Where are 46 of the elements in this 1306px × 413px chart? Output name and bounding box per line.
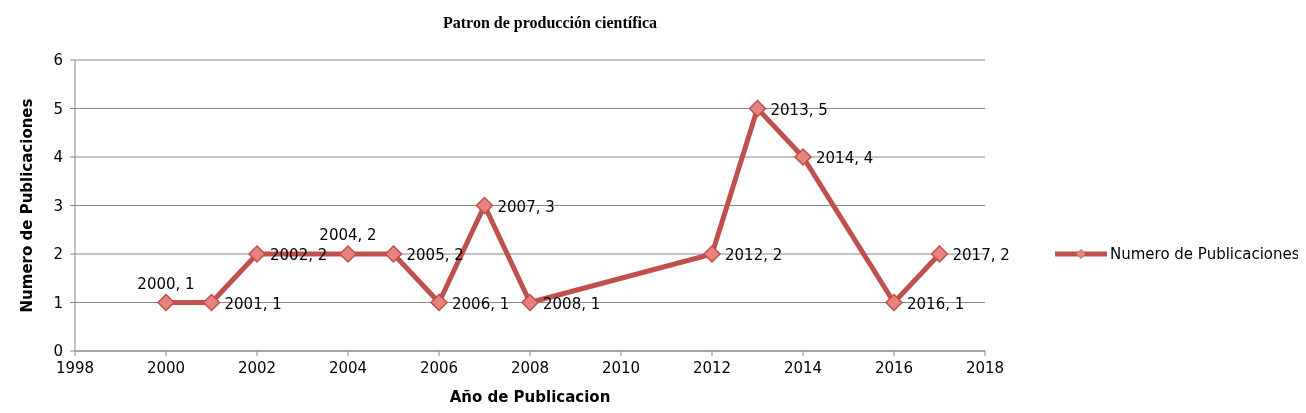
data-label: 2012, 2: [725, 246, 783, 264]
data-label: 2004, 2: [319, 226, 377, 244]
x-tick-label: 2004: [328, 359, 368, 377]
x-tick-label: 2016: [874, 359, 914, 377]
point: [202, 293, 221, 312]
point: [703, 245, 721, 263]
data-label: 2016, 1: [907, 294, 965, 313]
y-tick-label: 6: [53, 51, 63, 69]
point: [339, 245, 357, 263]
data-label: 2001, 1: [224, 294, 282, 313]
x-tick-label: 2006: [419, 359, 459, 377]
legend-label: Numero de Publicaciones: [1110, 245, 1300, 263]
data-label: 2007, 3: [497, 197, 555, 216]
point: [521, 293, 539, 312]
data-label: 2000, 1: [137, 274, 195, 293]
point: [885, 293, 903, 312]
data-label: 2006, 1: [452, 294, 510, 313]
point: [248, 245, 266, 263]
point: [930, 245, 949, 263]
data-label: 2017, 2: [952, 246, 1010, 264]
x-tick-label: 2008: [510, 359, 550, 377]
point: [794, 148, 812, 166]
x-tick-label: 2002: [237, 359, 277, 377]
y-tick-label: 2: [53, 245, 63, 263]
point: [748, 99, 767, 118]
y-tick-label: 1: [53, 293, 63, 312]
x-tick-label: 2018: [965, 359, 1005, 377]
x-tick-label: 2000: [146, 359, 186, 377]
point: [475, 196, 494, 215]
x-axis-title: Año de Publicacion: [449, 388, 611, 406]
y-axis-title: Numero de Publicaciones: [18, 98, 36, 313]
y-tick-label: 5: [53, 99, 63, 118]
chart-title: Patron de producción científica: [442, 14, 658, 32]
data-label: 2014, 4: [816, 149, 874, 167]
y-tick-label: 3: [53, 196, 63, 215]
y-tick-label: 4: [53, 148, 63, 166]
point: [430, 293, 448, 312]
x-tick-label: 2012: [692, 359, 732, 377]
y-tick-label: 0: [53, 342, 63, 360]
point: [157, 293, 175, 312]
data-label: 2013, 5: [770, 100, 828, 119]
x-tick-label: 2014: [783, 359, 823, 377]
x-tick-label: 1998: [55, 359, 95, 377]
point: [384, 245, 403, 263]
x-tick-label: 2010: [601, 359, 641, 377]
data-label: 2008, 1: [543, 294, 601, 313]
